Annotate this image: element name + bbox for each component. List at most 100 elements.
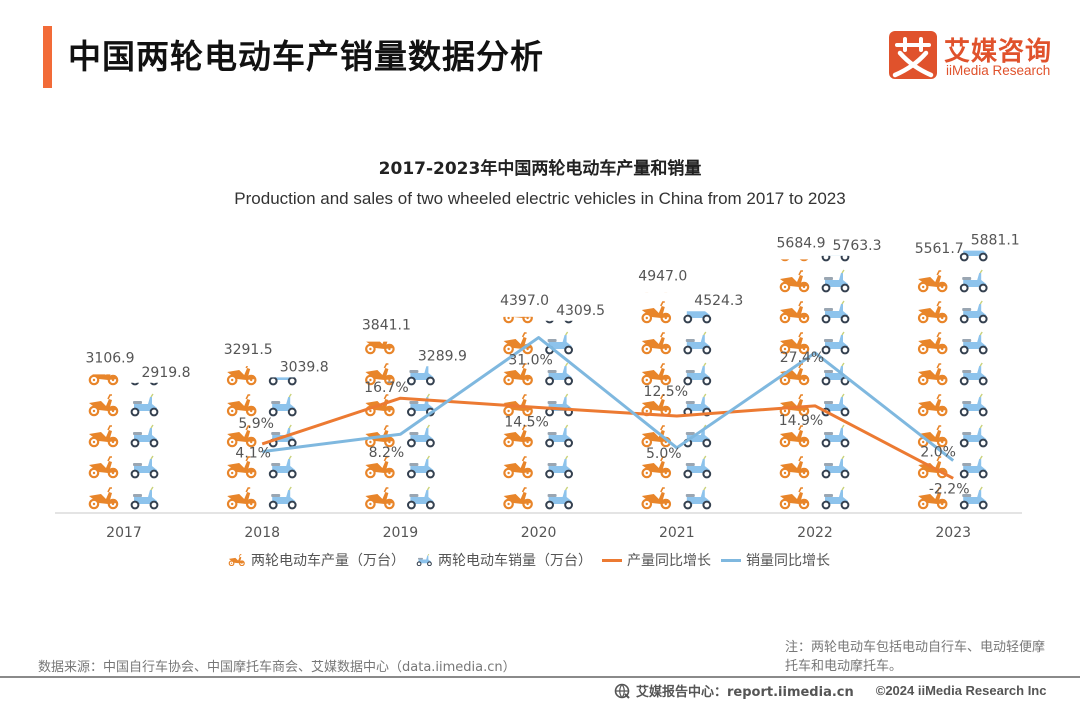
orange-scooter-icon (226, 366, 257, 386)
orange-scooter-icon (88, 487, 119, 510)
sales-bar (545, 320, 573, 510)
blue-scooter-icon (683, 331, 712, 355)
orange-scooter-icon (641, 332, 672, 355)
blue-scooter-icon (268, 393, 297, 417)
production-value-label: 5561.7 (915, 241, 964, 257)
production-value-label: 4947.0 (638, 268, 687, 284)
chart-title: 2017-2023年中国两轮电动车产量和销量 (378, 159, 702, 179)
logo-en-text: iiMedia Research (946, 63, 1051, 78)
sales-growth-line (262, 336, 955, 462)
legend-item-production[interactable]: 两轮电动车产量（万台） (228, 550, 405, 570)
chart-legend: 两轮电动车产量（万台） 两轮电动车销量（万台） 产量同比增长 销量同比增长 (228, 550, 840, 570)
orange-scooter-icon (226, 425, 257, 448)
orange-scooter-icon (917, 363, 948, 386)
production-growth-label: 14.9% (779, 413, 823, 429)
orange-scooter-icon (365, 363, 395, 386)
blue-scooter-icon (545, 331, 573, 355)
chart-subtitle: Production and sales of two wheeled elec… (234, 189, 846, 208)
orange-scooter-icon (780, 259, 809, 262)
production-bar (779, 259, 810, 510)
blue-scooter-icon (683, 393, 712, 417)
logo-cn-text: 艾媒咨询 (944, 37, 1053, 67)
blue-scooter-icon (959, 269, 988, 293)
data-source: 数据来源：中国自行车协会、中国摩托车商会、艾媒数据中心（data.iimedia… (38, 660, 516, 675)
sales-growth-label: 27.4% (780, 350, 824, 366)
sales-bar (683, 311, 712, 510)
blue-scooter-icon (959, 331, 988, 355)
bars-layer (88, 250, 988, 510)
x-tick-label: 2023 (935, 525, 971, 541)
blue-scooter-icon (545, 424, 573, 448)
legend-label: 两轮电动车产量（万台） (251, 553, 405, 569)
legend-item-sales[interactable]: 两轮电动车销量（万台） (415, 550, 592, 570)
orange-scooter-icon (917, 301, 948, 324)
blue-scooter-icon (268, 486, 297, 510)
orange-scooter-icon (779, 425, 810, 448)
orange-scooter-icon (503, 363, 533, 386)
x-tick-label: 2018 (244, 525, 280, 541)
orange-scooter-icon (226, 456, 257, 479)
blue-scooter-icon (406, 455, 435, 479)
legend-item-sales-growth[interactable]: 销量同比增长 (721, 550, 830, 570)
blue-scooter-icon (821, 269, 850, 293)
blue-scooter-icon (130, 455, 159, 479)
blue-scooter-icon (959, 250, 988, 262)
x-axis-ticks: 2017 2018 2019 2020 2021 2022 2023 (106, 525, 971, 541)
sales-growth-label: 2.0% (920, 445, 956, 461)
sales-value-label: 2919.8 (142, 365, 191, 381)
title-accent-bar (43, 26, 52, 88)
production-bar (917, 270, 948, 510)
orange-scooter-icon (779, 301, 810, 324)
production-growth-label: 12.5% (644, 384, 688, 400)
legend-item-production-growth[interactable]: 产量同比增长 (602, 550, 711, 570)
sales-bar (959, 250, 988, 510)
production-growth-label: -2.2% (929, 481, 970, 497)
production-value-label: 4397.0 (500, 293, 549, 309)
blue-scooter-icon (683, 311, 712, 324)
sales-value-label: 4309.5 (556, 303, 605, 319)
blue-scooter-icon (683, 455, 712, 479)
orange-scooter-icon (503, 487, 533, 510)
orange-scooter-icon (503, 425, 533, 448)
blue-scooter-icon (268, 377, 297, 386)
lines-layer (261, 336, 955, 480)
x-tick-label: 2022 (797, 525, 833, 541)
orange-scooter-icon (779, 332, 810, 355)
blue-scooter-icon (821, 486, 850, 510)
x-tick-label: 2021 (659, 525, 695, 541)
orange-scooter-icon (503, 316, 533, 324)
page-title: 中国两轮电动车产销量数据分析 (68, 37, 544, 76)
blue-scooter-icon (959, 393, 988, 417)
sales-bar (406, 366, 435, 510)
legend-line-blue (721, 558, 741, 562)
blue-scooter-icon (545, 362, 573, 386)
orange-scooter-icon (641, 363, 672, 386)
brand-logo[interactable]: 艾媒咨询 iiMedia Research (889, 31, 1061, 81)
sales-growth-label: 4.1% (235, 446, 271, 462)
production-growth-label: 14.5% (504, 415, 548, 431)
sales-bar (821, 255, 850, 510)
orange-scooter-icon (641, 425, 672, 448)
blue-scooter-icon (130, 424, 159, 448)
blue-scooter-icon (959, 424, 988, 448)
orange-scooter-icon (779, 270, 810, 293)
sales-value-label: 3039.8 (280, 359, 329, 375)
sales-value-label: 5881.1 (971, 233, 1020, 249)
blue-scooter-icon (406, 486, 435, 510)
blue-scooter-icon (130, 382, 159, 386)
blue-scooter-icon (268, 455, 297, 479)
blue-scooter-icon (959, 300, 988, 324)
production-value-label: 3841.1 (362, 318, 411, 334)
report-site-link[interactable]: 艾媒报告中心：report.iimedia.cn (636, 685, 854, 700)
blue-scooter-icon (821, 455, 850, 479)
blue-scooter-icon (130, 486, 159, 510)
sales-bar (130, 382, 159, 510)
x-tick-label: 2020 (521, 525, 557, 541)
sales-growth-label: 5.0% (646, 446, 682, 462)
orange-scooter-icon (503, 456, 533, 479)
orange-scooter-icon (779, 456, 810, 479)
orange-scooter-icon (917, 270, 948, 293)
copyright: ©2024 iiMedia Research Inc (875, 683, 1047, 698)
x-tick-label: 2017 (106, 525, 142, 541)
production-bar (365, 341, 395, 510)
